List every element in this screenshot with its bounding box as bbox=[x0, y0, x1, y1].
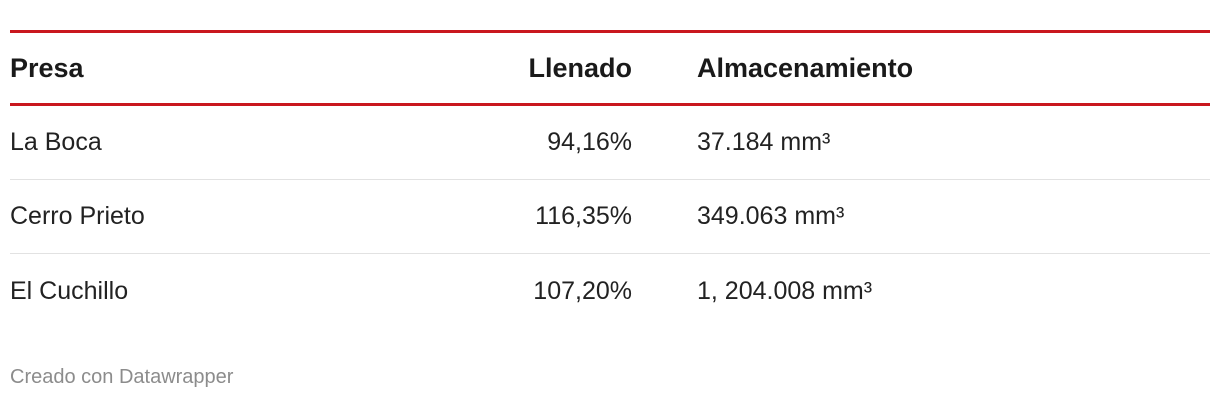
cell-almacenamiento: 1, 204.008 mm³ bbox=[697, 276, 873, 305]
table-header: Presa Llenado Almacenamiento bbox=[10, 33, 1210, 106]
cell-almacenamiento: 349.063 mm³ bbox=[697, 202, 845, 230]
table-top-rule bbox=[10, 30, 1210, 33]
cell-llenado: 107,20% bbox=[533, 276, 632, 305]
cell-presa: El Cuchillo bbox=[10, 276, 129, 305]
table-row: La Boca 94,16% 37.184 mm³ bbox=[10, 106, 1210, 180]
cell-llenado: 116,35% bbox=[535, 202, 632, 230]
cell-presa: Cerro Prieto bbox=[10, 202, 145, 230]
header-almacenamiento[interactable]: Almacenamiento bbox=[697, 52, 914, 83]
header-llenado[interactable]: Llenado bbox=[528, 52, 632, 83]
header-presa[interactable]: Presa bbox=[10, 52, 84, 83]
cell-almacenamiento: 37.184 mm³ bbox=[697, 128, 831, 156]
table-row: Cerro Prieto 116,35% 349.063 mm³ bbox=[10, 180, 1210, 254]
cell-presa: La Boca bbox=[10, 128, 102, 156]
data-table: Presa Llenado Almacenamiento La Boca 94,… bbox=[10, 30, 1210, 328]
table-row: El Cuchillo 107,20% 1, 204.008 mm³ bbox=[10, 254, 1210, 328]
cell-llenado: 94,16% bbox=[547, 128, 632, 156]
datawrapper-credit-link[interactable]: Creado con Datawrapper bbox=[10, 366, 234, 388]
